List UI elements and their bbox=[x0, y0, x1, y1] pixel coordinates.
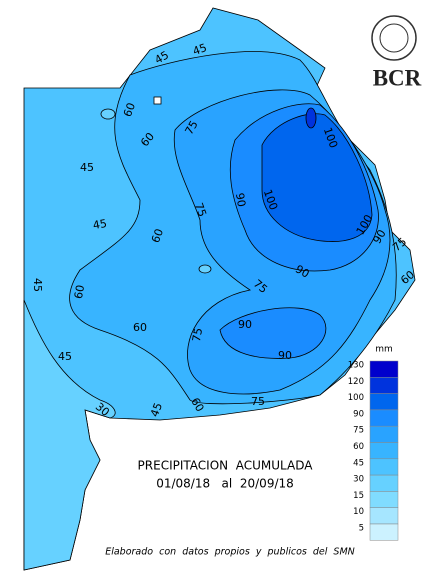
contour-label: 90 bbox=[293, 262, 312, 280]
contour-label: 90 bbox=[278, 349, 292, 362]
zone-90b bbox=[219, 307, 327, 359]
caption-credit: Elaborado con datos propios y publicos d… bbox=[105, 547, 355, 558]
legend-label: 45 bbox=[353, 458, 364, 468]
legend-swatch bbox=[369, 523, 399, 541]
contour-label: 90 bbox=[238, 318, 252, 331]
logo: BCR bbox=[371, 15, 422, 90]
legend-label: 5 bbox=[359, 524, 364, 534]
contour-label: 60 bbox=[133, 321, 147, 334]
legend-swatch bbox=[369, 425, 399, 443]
contour-label: 60 bbox=[149, 227, 166, 245]
caption-title: PRECIPITACION ACUMULADA bbox=[138, 459, 314, 473]
zone-100 bbox=[261, 113, 373, 242]
legend-label: 30 bbox=[353, 475, 364, 485]
contour-label: 60 bbox=[72, 284, 87, 300]
legend-label: 100 bbox=[348, 393, 364, 403]
zone-120 bbox=[305, 107, 317, 129]
legend: 130 120 100 90 75 60 45 30 15 10 5 bbox=[348, 360, 399, 541]
legend-label: 75 bbox=[353, 426, 364, 436]
contour-label: 90 bbox=[233, 192, 248, 208]
contour-label: 75 bbox=[190, 327, 205, 343]
logo-text: BCR bbox=[373, 65, 422, 90]
logo-emblem bbox=[379, 23, 409, 53]
legend-swatch bbox=[369, 442, 399, 460]
legend-label: 10 bbox=[353, 507, 364, 517]
map bbox=[23, 7, 416, 571]
legend-swatch bbox=[369, 409, 399, 427]
contour-label: 45 bbox=[58, 350, 72, 363]
contour-label: 90 bbox=[370, 227, 388, 246]
legend-label: 130 bbox=[348, 361, 364, 371]
lake bbox=[153, 96, 162, 105]
lake bbox=[100, 108, 116, 120]
logo-emblem bbox=[371, 15, 417, 61]
legend-label: 90 bbox=[353, 409, 364, 419]
contour-label: 75 bbox=[251, 395, 265, 408]
legend-swatch bbox=[369, 393, 399, 411]
legend-label: 120 bbox=[348, 377, 364, 387]
legend-swatch bbox=[369, 491, 399, 508]
legend-label: 60 bbox=[353, 442, 364, 452]
contour-label: 75 bbox=[182, 118, 200, 137]
contour-label: 45 bbox=[191, 41, 209, 58]
contour-label: 45 bbox=[92, 217, 108, 232]
legend-swatch bbox=[369, 377, 399, 394]
legend-label: 15 bbox=[353, 491, 364, 501]
contour-label: 45 bbox=[148, 401, 165, 419]
contour-label: 60 bbox=[121, 101, 138, 119]
lake bbox=[198, 264, 212, 274]
legend-swatch bbox=[369, 507, 399, 525]
legend-swatch bbox=[369, 474, 399, 492]
legend-unit: mm bbox=[375, 345, 393, 355]
contour-label: 45 bbox=[31, 278, 44, 292]
contour-label: 60 bbox=[188, 395, 206, 414]
caption-period: 01/08/18 al 20/09/18 bbox=[156, 477, 294, 491]
zone-30 bbox=[23, 299, 116, 571]
legend-swatch bbox=[369, 360, 399, 378]
legend-swatch bbox=[369, 458, 399, 476]
contour-label: 75 bbox=[192, 201, 209, 219]
contour-label: 45 bbox=[80, 161, 94, 174]
contour-label: 45 bbox=[152, 48, 171, 66]
